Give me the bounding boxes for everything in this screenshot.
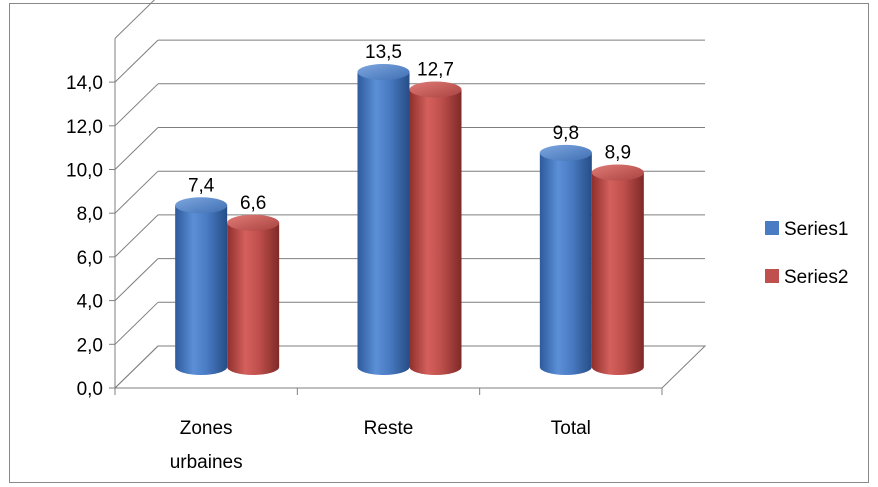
bar-series1-0	[175, 197, 228, 375]
gridline-side	[114, 127, 159, 170]
gridline-side	[114, 214, 159, 258]
data-label: 12,7	[417, 60, 454, 81]
gridline-side	[114, 39, 159, 83]
data-label: 7,4	[188, 175, 215, 196]
bar-top	[357, 64, 410, 81]
legend-label-series1: Series1	[784, 219, 848, 240]
gridline-side	[114, 83, 159, 127]
y-tick-label: 10,0	[66, 161, 103, 182]
bar-body	[357, 72, 410, 376]
data-labels: 7,4 6,6 13,5 12,7 9,8 8,9	[188, 42, 631, 214]
gridline-side	[114, 170, 159, 214]
y-tick-label: 4,0	[77, 292, 103, 313]
bar-top	[409, 81, 462, 98]
bar-series1-2	[539, 144, 592, 375]
bar-series2-1	[409, 81, 462, 375]
bar-body	[175, 205, 228, 375]
y-tick-label: 8,0	[77, 204, 103, 225]
bar-series1-1	[357, 64, 410, 376]
y-tick-label: 14,0	[66, 73, 103, 94]
bar-body	[591, 172, 644, 375]
y-tick-label: 0,0	[77, 379, 103, 400]
bar-top	[591, 164, 644, 181]
legend-label-series2: Series2	[784, 267, 848, 288]
bar-body	[539, 152, 592, 375]
data-label: 6,6	[240, 193, 266, 214]
y-tick-label: 2,0	[77, 335, 103, 356]
x-category-label: Reste	[364, 418, 414, 439]
bar-top	[539, 144, 592, 161]
gridline-side	[114, 0, 156, 39]
legend-swatch-series2	[765, 269, 779, 283]
gridline-side	[114, 258, 159, 301]
bar-top	[227, 214, 280, 231]
legend-swatch-series1	[765, 221, 779, 235]
axes: 0,0 2,0 4,0 6,0 8,0 10,0 12,0 14,0 Zones urbaines…	[66, 38, 707, 473]
data-label: 9,8	[553, 123, 579, 144]
y-tick-label: 6,0	[77, 248, 103, 269]
bar-top	[175, 197, 228, 214]
y-tick-label: 12,0	[66, 117, 103, 138]
bar-body	[227, 222, 280, 375]
gridline-side	[114, 301, 159, 345]
legend: Series1 Series2	[765, 219, 848, 288]
data-label: 13,5	[365, 42, 402, 63]
data-label: 8,9	[605, 143, 631, 164]
x-category-label: Total	[551, 418, 591, 439]
bar-body	[409, 89, 462, 375]
bar-series2-2	[591, 164, 644, 375]
bar-series2-0	[227, 214, 280, 375]
bars	[175, 64, 644, 376]
x-category-label: urbaines	[170, 452, 243, 473]
x-category-label: Zones	[180, 418, 233, 439]
